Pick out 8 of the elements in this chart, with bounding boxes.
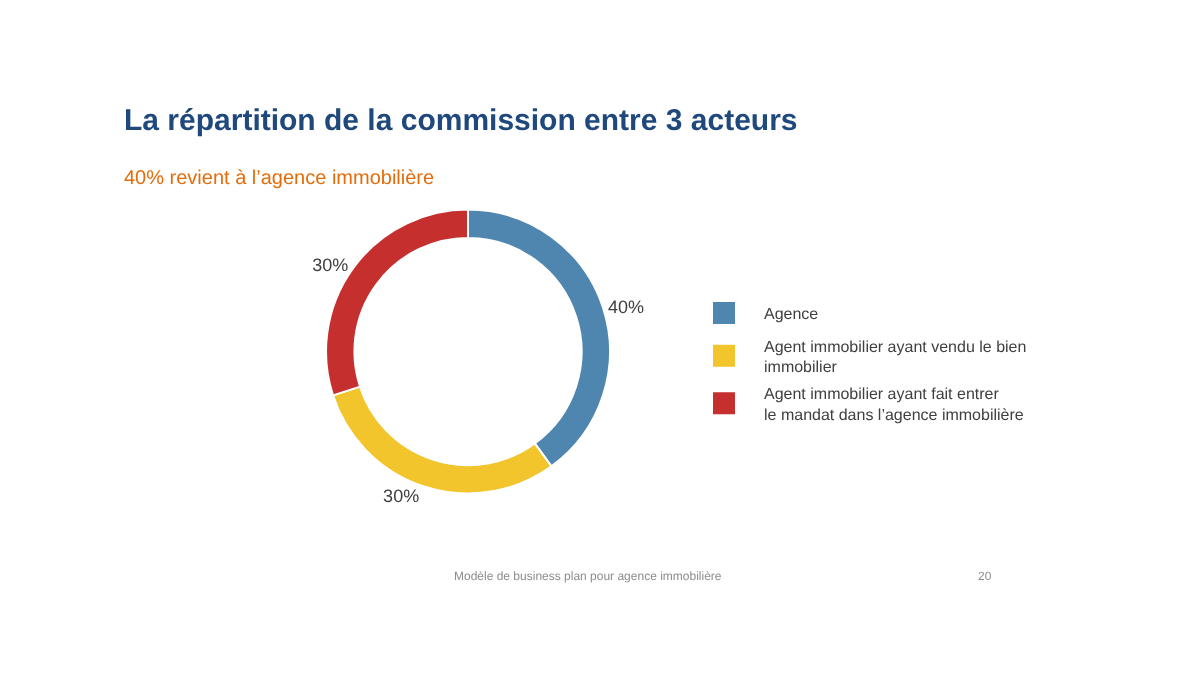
legend-label: Agence (764, 305, 820, 324)
legend-label: Agent immobilier ayant fait entrer le mandat dans l’agence immobilière (764, 385, 1025, 424)
chart-subtitle: 40% revient à l’agence immobilière (124, 168, 436, 190)
data-label: 30% (383, 485, 420, 506)
chart-title: La répartition de la commission entre 3 acteurs (124, 104, 798, 138)
data-label: 30% (312, 254, 349, 275)
legend-label: Agent immobilier ayant vendu le bien immobilier (764, 337, 1027, 377)
data-label: 40% (608, 296, 645, 317)
